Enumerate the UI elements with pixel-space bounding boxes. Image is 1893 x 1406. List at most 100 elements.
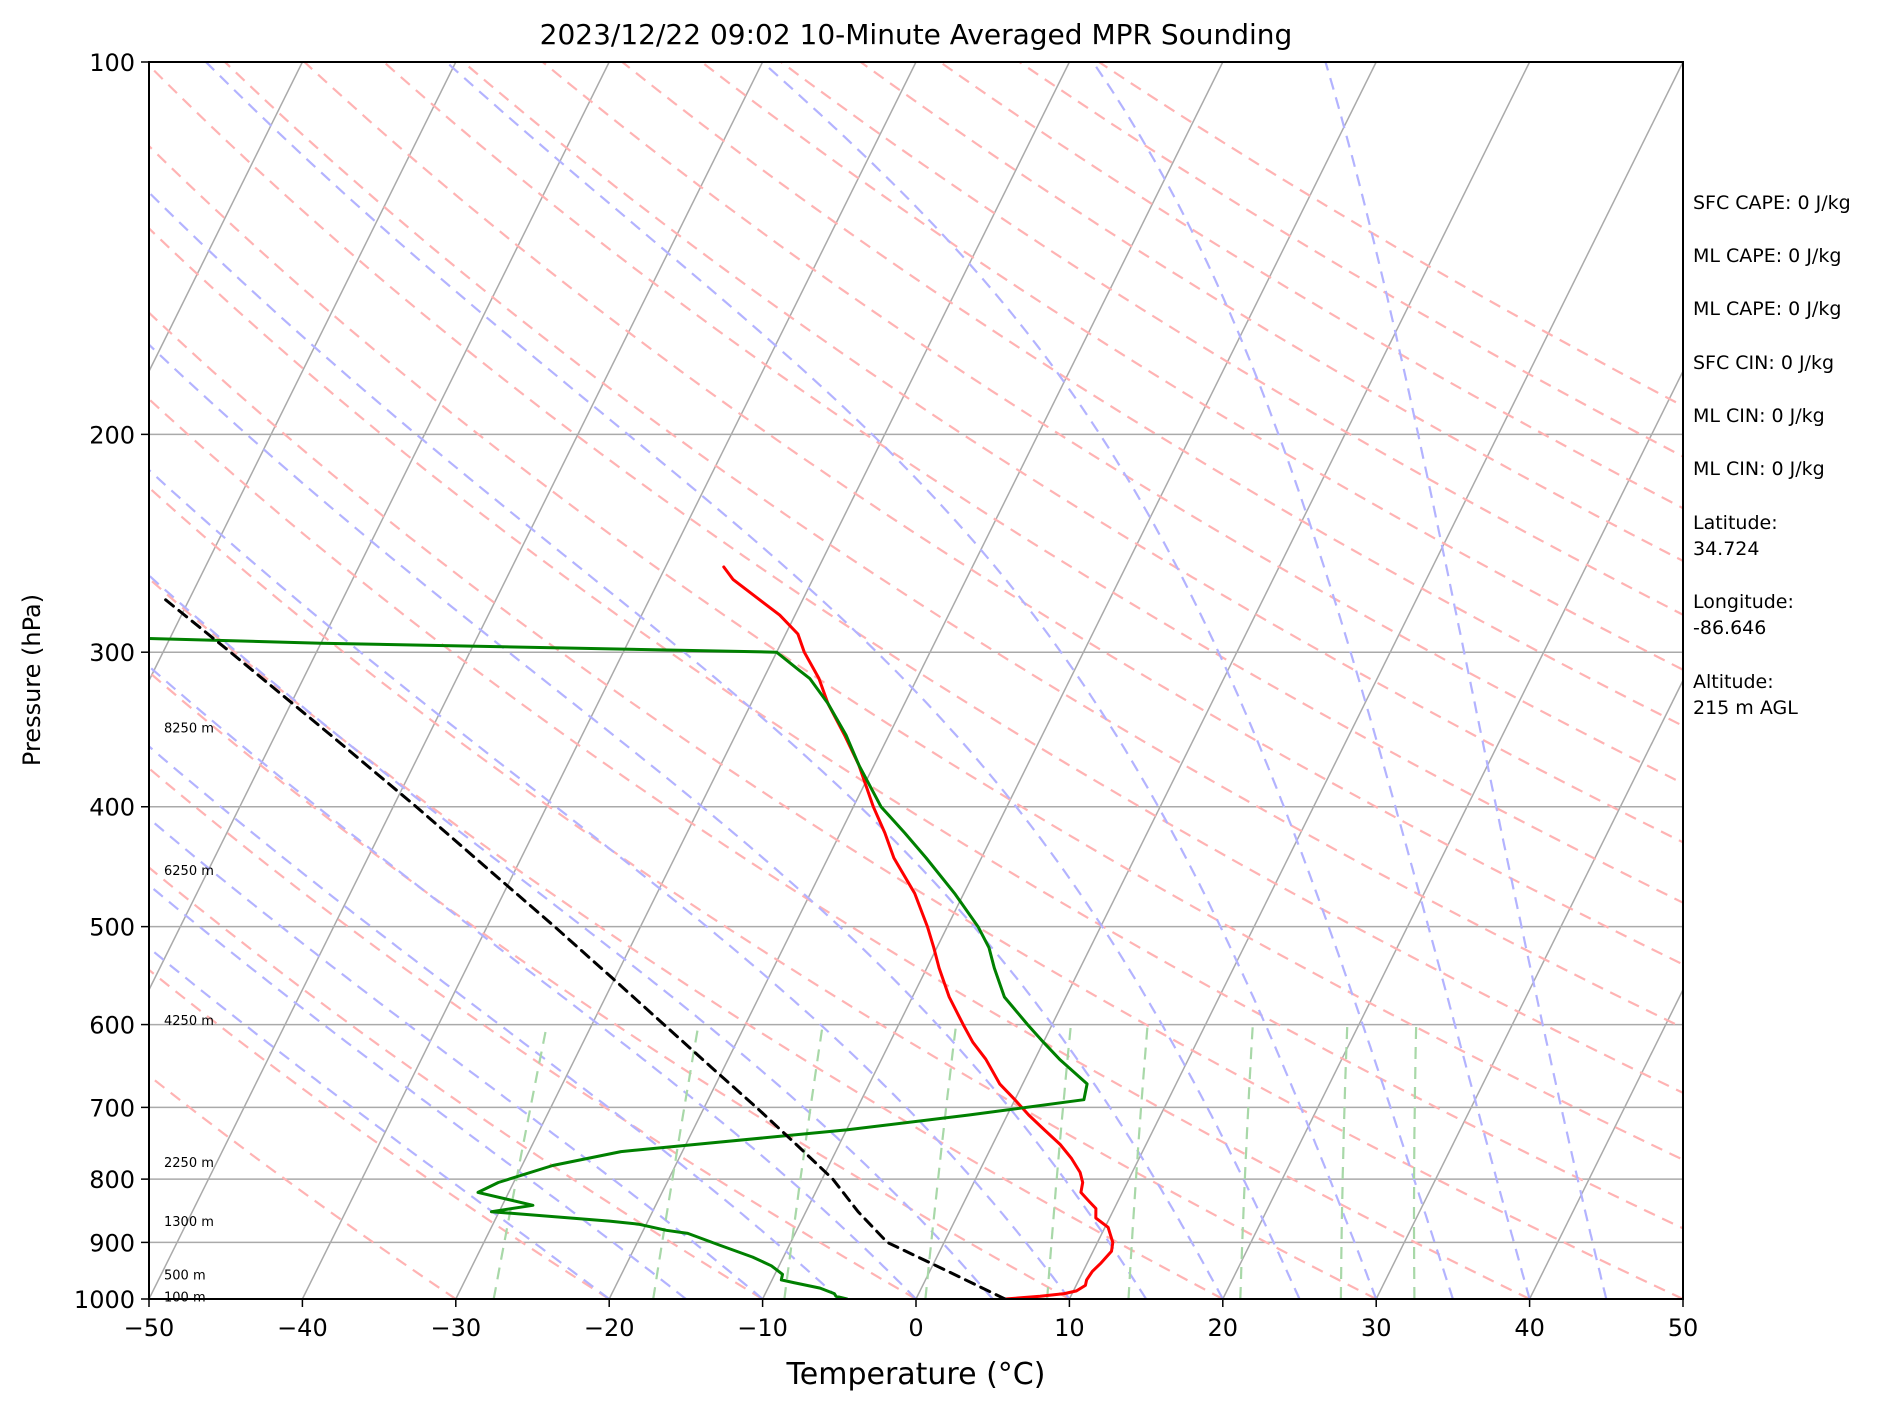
x-tick-label: −50 xyxy=(124,1314,175,1342)
x-tick-label: 10 xyxy=(1054,1314,1085,1342)
height-labels: 8250 m 6250 m 4250 m 2250 m 1300 m 500 m 100 m xyxy=(164,721,214,1305)
mixing-ratio-line xyxy=(652,1024,700,1299)
isotherm-line xyxy=(915,62,1531,1299)
moist-adiabat xyxy=(761,62,1454,1299)
moist-adiabat xyxy=(149,190,1224,1299)
moist-adiabat xyxy=(149,343,1148,1299)
sounding-lines xyxy=(149,565,1115,1299)
longitude-value: -86.646 xyxy=(1693,617,1766,639)
info-line-sfc-cape: SFC CAPE: 0 J/kg xyxy=(1693,192,1851,214)
latitude-value: 34.724 xyxy=(1693,538,1759,560)
x-axis-label: Temperature (°C) xyxy=(786,1357,1046,1392)
dry-adiabat xyxy=(780,62,1683,616)
isotherm-line xyxy=(149,62,610,992)
isotherm-line xyxy=(761,62,1377,1299)
isotherm-line xyxy=(455,62,1071,1299)
dry-adiabat xyxy=(621,62,1683,728)
mixing-ratio-line xyxy=(1239,1024,1254,1299)
mixing-ratio-line xyxy=(783,1024,824,1299)
y-tick-label: 500 xyxy=(89,914,135,942)
dry-adiabat xyxy=(462,62,1683,844)
x-tick-label: 20 xyxy=(1208,1314,1239,1342)
height-label: 100 m xyxy=(164,1290,206,1305)
dry-adiabat xyxy=(224,62,1683,1030)
dry-adiabat xyxy=(149,577,1224,1299)
latitude-label: Latitude: xyxy=(1693,512,1778,534)
moist-adiabat xyxy=(205,62,1301,1299)
dry-adiabat xyxy=(149,397,1531,1299)
moist-adiabat xyxy=(445,62,1378,1299)
mixing-ratio-line xyxy=(1412,1024,1418,1299)
y-tick-label: 600 xyxy=(89,1012,135,1040)
info-line-sfc-cin: SFC CIN: 0 J/kg xyxy=(1693,352,1834,374)
dry-adiabat xyxy=(383,62,1683,904)
dry-adiabat xyxy=(149,226,1683,1230)
longitude-label: Longitude: xyxy=(1693,591,1794,613)
y-tick-label: 1000 xyxy=(74,1286,135,1314)
isotherm-line xyxy=(1528,988,1683,1299)
dry-adiabat xyxy=(149,968,610,1299)
info-line-ml-cape: ML CAPE: 0 J/kg xyxy=(1693,245,1841,267)
dry-adiabat xyxy=(149,670,1070,1299)
info-line-ml-cin: ML CIN: 0 J/kg xyxy=(1693,405,1825,427)
y-axis-label: Pressure (hPa) xyxy=(18,594,46,766)
height-label: 500 m xyxy=(164,1268,206,1283)
altitude-label: Altitude: xyxy=(1693,671,1774,693)
x-tick-label: −30 xyxy=(430,1314,481,1342)
dry-adiabat xyxy=(149,311,1683,1299)
isotherm-line xyxy=(149,62,457,683)
dry-adiabat xyxy=(700,62,1683,671)
parcel-line xyxy=(158,594,1007,1299)
x-tick-label: 0 xyxy=(908,1314,923,1342)
moist-adiabat xyxy=(1324,62,1608,1299)
y-tick-label: 900 xyxy=(89,1229,135,1257)
dewpoint-line xyxy=(149,636,1089,1299)
info-line-ml-cin-2: ML CIN: 0 J/kg xyxy=(1693,458,1825,480)
x-tick-label: −10 xyxy=(737,1314,788,1342)
isotherm-line xyxy=(301,62,917,1299)
info-line-ml-cape-2: ML CAPE: 0 J/kg xyxy=(1693,298,1841,320)
background-lines xyxy=(149,62,1683,1299)
altitude-value: 215 m AGL xyxy=(1693,697,1798,719)
isotherm-line xyxy=(149,62,304,373)
mixing-ratio-line xyxy=(924,1024,958,1299)
isotherm-line xyxy=(608,62,1224,1299)
x-tick-label: −40 xyxy=(277,1314,328,1342)
y-tick-label: 700 xyxy=(89,1094,135,1122)
moist-adiabat xyxy=(149,468,1071,1299)
dry-adiabat xyxy=(149,63,1683,1095)
height-label: 8250 m xyxy=(164,721,214,736)
height-label: 2250 m xyxy=(164,1156,214,1171)
x-tick-label: −20 xyxy=(584,1314,635,1342)
dry-adiabat xyxy=(149,766,917,1299)
moist-adiabat xyxy=(149,883,687,1299)
dry-adiabat xyxy=(542,62,1683,785)
isotherm-line xyxy=(1375,678,1683,1299)
mixing-ratio-line xyxy=(1046,1024,1072,1299)
isotherm-line xyxy=(149,62,764,1299)
moist-adiabat xyxy=(1091,62,1531,1299)
height-label: 4250 m xyxy=(164,1014,214,1029)
y-tick-label: 400 xyxy=(89,794,135,822)
y-tick-label: 100 xyxy=(89,49,135,77)
moist-adiabat xyxy=(149,664,917,1299)
x-tick-label: 40 xyxy=(1514,1314,1545,1342)
info-panel: SFC CAPE: 0 J/kg ML CAPE: 0 J/kg ML CAPE… xyxy=(1693,192,1851,719)
mixing-ratio-line xyxy=(492,1024,549,1299)
isotherm-line xyxy=(1068,62,1683,1299)
axis-ticks: −50 −40 −30 −20 −10 0 10 20 30 40 50 100 200 300 400 50… xyxy=(74,49,1698,1342)
y-tick-label: 300 xyxy=(89,639,135,667)
chart-title: 2023/12/22 09:02 10-Minute Averaged MPR … xyxy=(540,18,1293,51)
moist-adiabat xyxy=(149,574,994,1299)
y-tick-label: 200 xyxy=(89,421,135,449)
mixing-ratio-line xyxy=(1127,1024,1149,1299)
y-tick-label: 800 xyxy=(89,1166,135,1194)
moist-adiabat xyxy=(149,744,841,1299)
height-label: 6250 m xyxy=(164,864,214,879)
dry-adiabat xyxy=(149,1074,457,1299)
x-tick-label: 50 xyxy=(1668,1314,1699,1342)
mixing-ratio-line xyxy=(1339,1024,1349,1299)
x-tick-label: 30 xyxy=(1361,1314,1392,1342)
height-label: 1300 m xyxy=(164,1215,214,1230)
